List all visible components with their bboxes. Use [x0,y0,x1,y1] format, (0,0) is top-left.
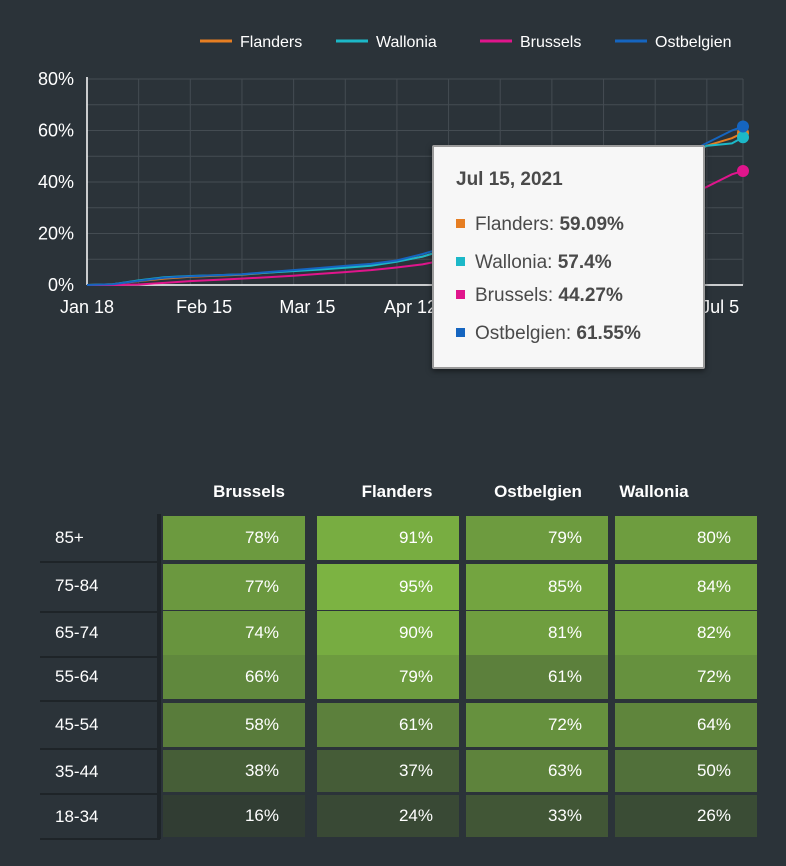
heatmap-cell: 63% [466,750,608,792]
column-header: Wallonia [619,482,689,501]
chart-tooltip: Jul 15, 2021 Flanders: 59.09% Wallonia: … [432,145,705,369]
heatmap-cell: 84% [615,564,757,610]
ostbelgien-swatch-icon [456,328,465,337]
legend-label-ostbelgien: Ostbelgien [655,34,732,51]
series-marker-ostbelgien [737,120,749,133]
tooltip-date: Jul 15, 2021 [456,169,563,190]
legend-label-wallonia: Wallonia [376,34,437,51]
row-label: 35-44 [55,762,99,781]
heatmap-cell: 58% [163,703,305,747]
column-header: Ostbelgien [494,482,582,501]
tooltip-row-brussels: Brussels: 44.27% [456,285,623,307]
tooltip-row-flanders: Flanders: 59.09% [456,214,624,236]
x-tick-label: Jul 5 [701,297,739,317]
tooltip-label: Wallonia: [475,252,553,273]
tooltip-row-ostbelgien: Ostbelgien: 61.55% [456,323,641,345]
row-divider [40,793,160,795]
heatmap-cell: 74% [163,611,305,655]
row-label: 18-34 [55,807,99,826]
series-marker-wallonia [737,131,749,144]
x-tick-label: Mar 15 [279,297,335,317]
tooltip-value: 57.4% [557,252,612,273]
heatmap-cell: 79% [466,516,608,560]
heatmap-cell: 37% [317,750,459,792]
row-divider [40,748,160,750]
heatmap-cell: 24% [317,795,459,837]
heatmap-cell: 85% [466,564,608,610]
y-tick-label: 60% [38,121,74,141]
x-tick-label: Apr 12 [384,297,437,317]
heatmap-cell: 81% [466,611,608,655]
heatmap-cell: 90% [317,611,459,655]
heatmap-cell: 26% [615,795,757,837]
heatmap-cell: 61% [466,655,608,699]
heatmap-cell: 79% [317,655,459,699]
heatmap-cell: 33% [466,795,608,837]
heatmap-cell: 78% [163,516,305,560]
heatmap-cell: 66% [163,655,305,699]
column-header: Brussels [213,482,285,501]
row-divider [40,611,160,613]
y-tick-label: 20% [38,224,74,244]
heatmap-cell: 91% [317,516,459,560]
row-label: 65-74 [55,623,99,642]
tooltip-label: Brussels: [475,285,554,306]
heatmap-cell: 72% [466,703,608,747]
brussels-swatch-icon [456,290,465,299]
legend-label-flanders: Flanders [240,34,302,51]
row-label: 55-64 [55,667,99,686]
row-label: 45-54 [55,715,99,734]
heatmap-cell: 72% [615,655,757,699]
row-label: 75-84 [55,576,99,595]
row-divider [40,561,160,563]
heatmap-cell: 82% [615,611,757,655]
y-tick-label: 80% [38,69,74,89]
tooltip-value: 59.09% [559,214,624,235]
heatmap-cell: 38% [163,750,305,792]
heatmap-cell: 64% [615,703,757,747]
row-divider [40,838,160,840]
row-divider [40,656,160,658]
x-tick-label: Feb 15 [176,297,232,317]
tooltip-row-wallonia: Wallonia: 57.4% [456,252,612,274]
table-divider [157,514,161,839]
heatmap-cell: 77% [163,564,305,610]
heatmap-cell: 95% [317,564,459,610]
series-marker-brussels [737,165,749,178]
flanders-swatch-icon [456,219,465,228]
tooltip-label: Flanders: [475,214,555,235]
column-header: Flanders [361,482,433,501]
heatmap-cell: 80% [615,516,757,560]
y-tick-label: 40% [38,172,74,192]
wallonia-swatch-icon [456,257,465,266]
row-divider [40,700,160,702]
tooltip-label: Ostbelgien: [475,323,572,344]
y-tick-label: 0% [48,275,74,295]
heatmap-cell: 61% [317,703,459,747]
legend-label-brussels: Brussels [520,34,581,51]
x-tick-label: Jan 18 [60,297,114,317]
tooltip-value: 61.55% [576,323,641,344]
tooltip-value: 44.27% [558,285,623,306]
heatmap-cell: 50% [615,750,757,792]
row-label: 85+ [55,528,84,547]
heatmap-cell: 16% [163,795,305,837]
